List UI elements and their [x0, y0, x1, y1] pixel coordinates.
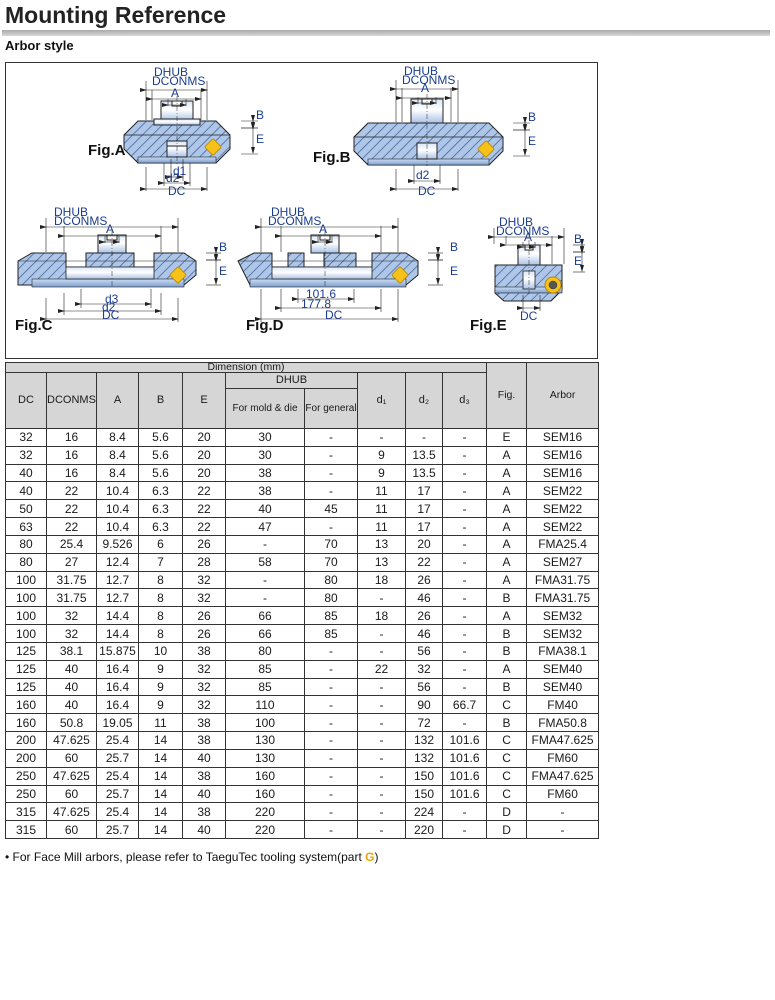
- svg-text:Fig.B: Fig.B: [313, 149, 351, 166]
- svg-text:Fig.A: Fig.A: [88, 142, 126, 159]
- svg-text:DCONMS: DCONMS: [54, 214, 107, 228]
- svg-text:A: A: [106, 222, 114, 236]
- svg-text:DC: DC: [520, 309, 538, 323]
- svg-text:DCONMS: DCONMS: [268, 214, 321, 228]
- svg-text:Fig.C: Fig.C: [15, 317, 53, 334]
- svg-text:A: A: [524, 230, 532, 244]
- svg-text:DC: DC: [168, 184, 186, 198]
- svg-text:DC: DC: [325, 308, 343, 322]
- svg-text:E: E: [574, 254, 582, 268]
- svg-text:DCONMS: DCONMS: [496, 224, 549, 238]
- svg-text:E: E: [219, 264, 227, 278]
- svg-text:Fig.D: Fig.D: [246, 317, 284, 334]
- svg-text:B: B: [256, 108, 264, 122]
- svg-text:A: A: [319, 222, 327, 236]
- svg-text:B: B: [528, 110, 536, 124]
- svg-text:B: B: [450, 240, 458, 254]
- svg-text:A: A: [171, 86, 179, 100]
- svg-text:B: B: [574, 232, 582, 246]
- svg-text:d2: d2: [166, 171, 180, 185]
- svg-text:E: E: [450, 264, 458, 278]
- svg-text:E: E: [256, 132, 264, 146]
- svg-text:Fig.E: Fig.E: [470, 317, 507, 334]
- svg-text:B: B: [219, 240, 227, 254]
- svg-text:DC: DC: [418, 184, 436, 198]
- svg-text:d2: d2: [416, 168, 430, 182]
- svg-text:E: E: [528, 134, 536, 148]
- svg-text:A: A: [421, 81, 429, 95]
- svg-text:DC: DC: [102, 308, 120, 322]
